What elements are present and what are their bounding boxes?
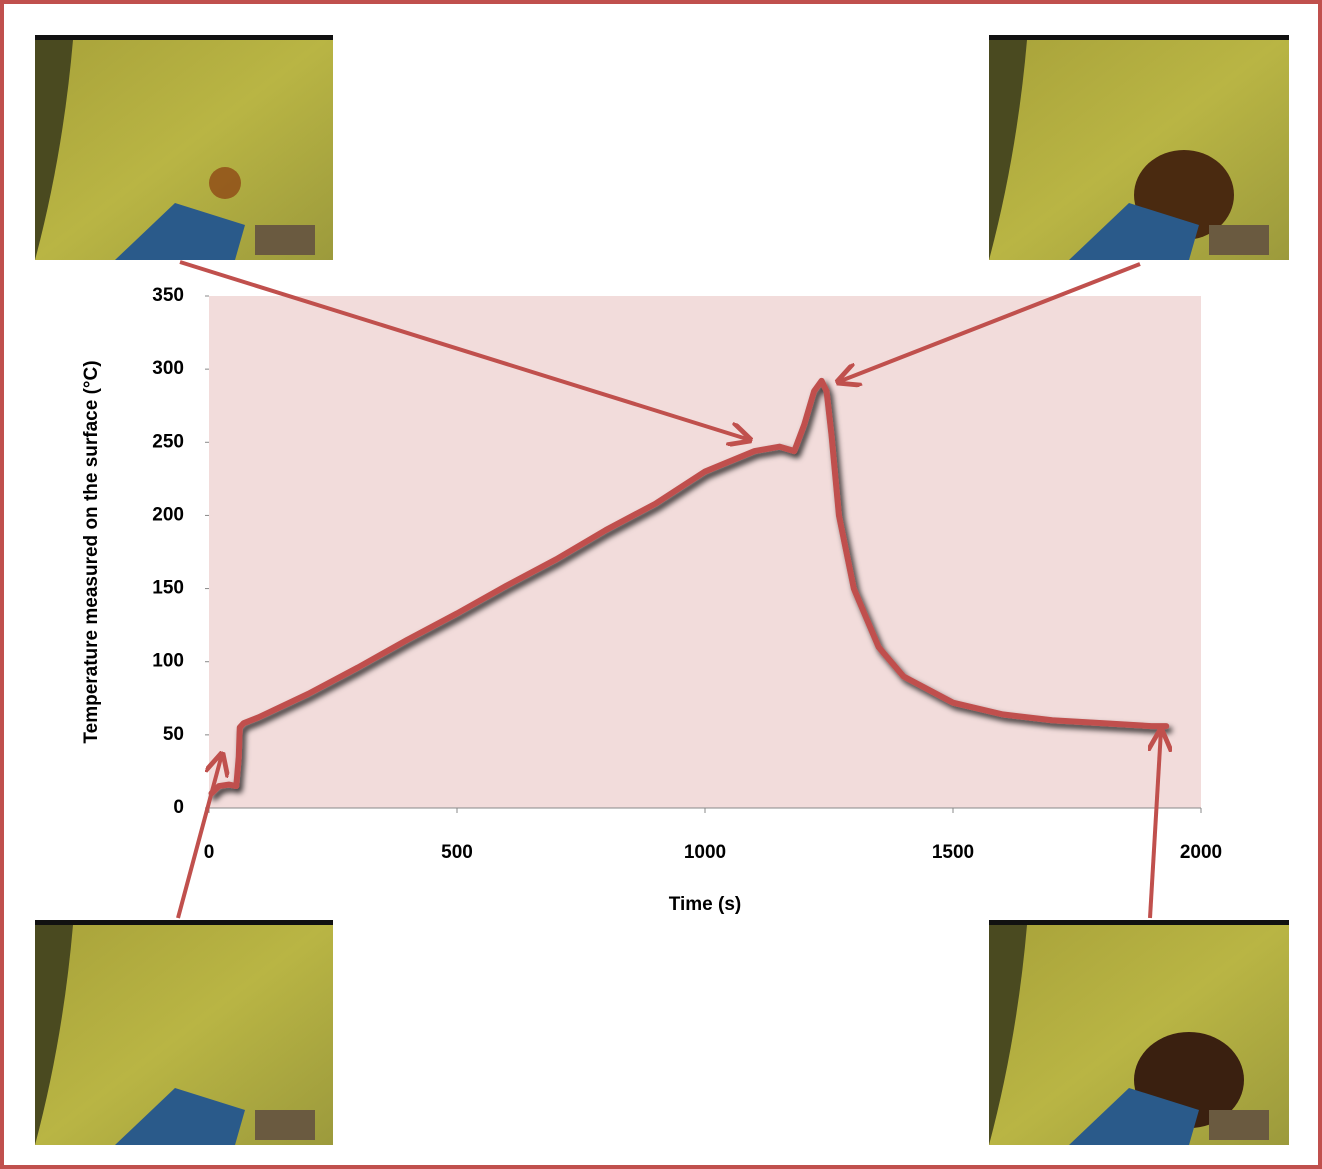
plot-area — [209, 296, 1201, 808]
x-tick-label: 1000 — [684, 842, 726, 863]
line-series — [208, 377, 1170, 797]
x-tick-label: 2000 — [1180, 842, 1222, 863]
photos — [35, 35, 1289, 1145]
y-tick-label: 350 — [152, 285, 184, 306]
plot: 0 50 100 150 200 250 300 350 0 500 1000 1500 2000 — [152, 285, 1222, 863]
x-tick-label: 0 — [204, 842, 215, 863]
arrow — [176, 754, 222, 919]
x-axis-label: Time (s) — [669, 894, 742, 915]
photo — [989, 920, 1289, 1145]
y-axis-label: Temperature measured on the surface (°C) — [81, 360, 102, 743]
y-tick-label: 250 — [152, 431, 184, 452]
y-tick-label: 100 — [152, 651, 184, 672]
y-tick-label: 300 — [152, 358, 184, 379]
y-tick-label: 0 — [173, 797, 184, 818]
arrow — [838, 262, 1141, 382]
arrow — [179, 260, 750, 440]
y-tick-label: 50 — [163, 724, 184, 745]
arrow — [1150, 730, 1161, 919]
arrows — [176, 260, 1161, 919]
y-tick-label: 150 — [152, 578, 184, 599]
x-tick-label: 500 — [441, 842, 473, 863]
photo — [35, 35, 333, 260]
y-tick-label: 200 — [152, 504, 184, 525]
photo — [989, 35, 1289, 260]
photo — [35, 920, 333, 1145]
x-tick-label: 1500 — [932, 842, 974, 863]
